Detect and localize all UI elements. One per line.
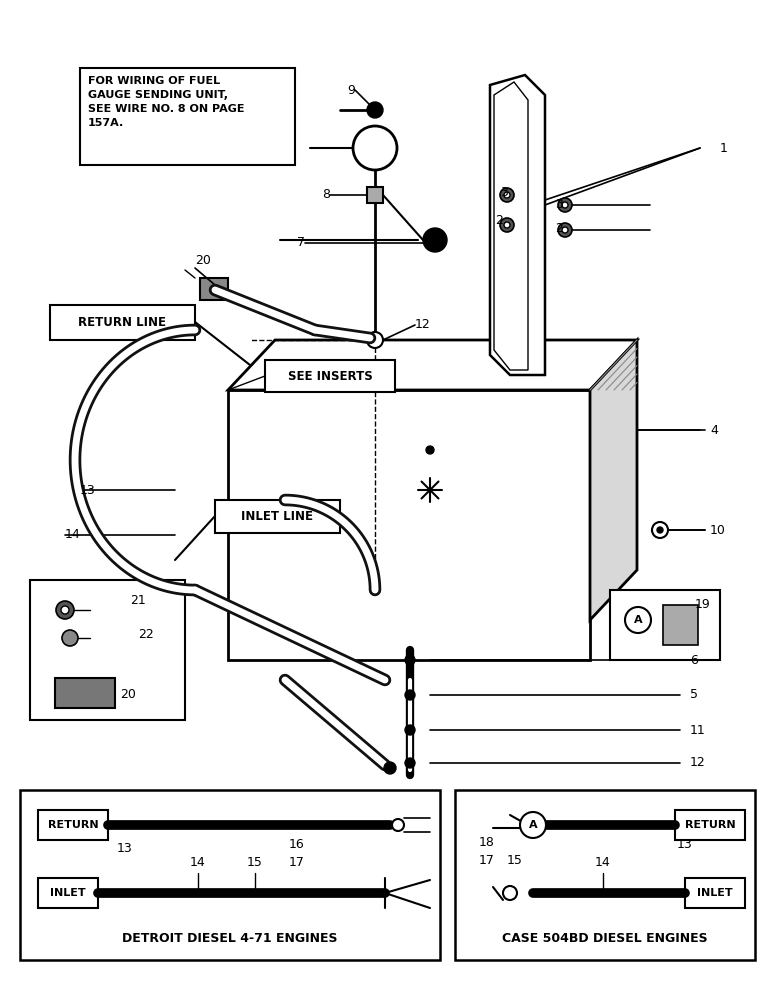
Text: SEE INSERTS: SEE INSERTS <box>288 369 372 382</box>
Text: 16: 16 <box>290 838 305 852</box>
Text: 11: 11 <box>690 724 706 736</box>
Circle shape <box>500 218 514 232</box>
Text: 20: 20 <box>195 253 211 266</box>
Text: CASE 504BD DIESEL ENGINES: CASE 504BD DIESEL ENGINES <box>503 932 708 944</box>
Circle shape <box>562 227 568 233</box>
Circle shape <box>558 198 572 212</box>
Text: 13: 13 <box>677 838 693 852</box>
Text: 19: 19 <box>695 598 711 611</box>
Text: 10: 10 <box>710 524 726 536</box>
Text: 7: 7 <box>297 236 305 249</box>
Text: 14: 14 <box>595 856 611 869</box>
Text: 22: 22 <box>138 629 154 642</box>
Bar <box>20 790 440 960</box>
Text: 13: 13 <box>117 842 133 854</box>
Text: 17: 17 <box>479 854 495 866</box>
Text: 18: 18 <box>479 836 495 848</box>
Bar <box>38 810 108 840</box>
Bar <box>50 305 195 340</box>
Text: 1: 1 <box>720 141 728 154</box>
Bar <box>663 605 698 645</box>
Text: INLET: INLET <box>697 888 733 898</box>
Text: 21: 21 <box>130 593 146 606</box>
Circle shape <box>520 812 546 838</box>
Text: 14: 14 <box>190 856 206 869</box>
Bar <box>455 790 755 960</box>
Circle shape <box>61 606 69 614</box>
Bar <box>38 878 98 908</box>
Bar <box>30 580 185 720</box>
Text: 12: 12 <box>415 318 431 332</box>
Bar <box>80 68 295 165</box>
Circle shape <box>405 758 415 768</box>
Circle shape <box>504 192 510 198</box>
Bar <box>675 810 745 840</box>
Circle shape <box>558 223 572 237</box>
Text: 4: 4 <box>710 424 718 436</box>
Bar <box>55 678 115 708</box>
Circle shape <box>405 655 415 665</box>
Bar <box>215 500 340 533</box>
Bar <box>265 360 395 392</box>
Bar <box>685 878 745 908</box>
Text: DETROIT DIESEL 4-71 ENGINES: DETROIT DIESEL 4-71 ENGINES <box>122 932 338 944</box>
Text: RETURN: RETURN <box>48 820 98 830</box>
Circle shape <box>392 819 404 831</box>
Bar <box>228 390 590 660</box>
Text: 5: 5 <box>690 688 698 702</box>
Circle shape <box>562 202 568 208</box>
Circle shape <box>500 188 514 202</box>
Text: 3: 3 <box>555 198 563 212</box>
Circle shape <box>426 446 434 454</box>
Text: 6: 6 <box>690 654 698 666</box>
Text: INLET LINE: INLET LINE <box>241 510 313 522</box>
Circle shape <box>367 102 383 118</box>
Circle shape <box>62 630 78 646</box>
Text: 2: 2 <box>555 222 563 234</box>
Polygon shape <box>490 75 545 375</box>
Text: 15: 15 <box>247 856 263 869</box>
Bar <box>200 278 228 300</box>
Bar <box>367 187 383 203</box>
Text: 12: 12 <box>690 756 706 770</box>
Text: 3: 3 <box>500 186 508 198</box>
Text: A: A <box>634 615 642 625</box>
Circle shape <box>652 522 668 538</box>
Circle shape <box>504 222 510 228</box>
Circle shape <box>625 607 651 633</box>
Text: 2: 2 <box>495 214 503 227</box>
Text: RETURN: RETURN <box>685 820 735 830</box>
Text: 17: 17 <box>289 856 305 868</box>
Circle shape <box>56 601 74 619</box>
Circle shape <box>367 332 383 348</box>
Text: 13: 13 <box>80 484 96 496</box>
Bar <box>610 590 720 660</box>
Text: 15: 15 <box>507 854 523 866</box>
Circle shape <box>657 527 663 533</box>
Circle shape <box>405 690 415 700</box>
Circle shape <box>405 725 415 735</box>
Polygon shape <box>228 340 637 390</box>
Circle shape <box>384 762 396 774</box>
Text: 14: 14 <box>65 528 81 542</box>
Text: RETURN LINE: RETURN LINE <box>78 316 166 328</box>
Text: FOR WIRING OF FUEL
GAUGE SENDING UNIT,
SEE WIRE NO. 8 ON PAGE
157A.: FOR WIRING OF FUEL GAUGE SENDING UNIT, S… <box>88 76 245 128</box>
Text: INLET: INLET <box>50 888 86 898</box>
Circle shape <box>423 228 447 252</box>
Circle shape <box>503 886 517 900</box>
Text: 8: 8 <box>322 188 330 202</box>
Polygon shape <box>590 340 637 620</box>
Text: A: A <box>529 820 537 830</box>
Circle shape <box>353 126 397 170</box>
Text: 20: 20 <box>120 688 136 702</box>
Text: 9: 9 <box>347 84 355 97</box>
Polygon shape <box>494 82 528 370</box>
